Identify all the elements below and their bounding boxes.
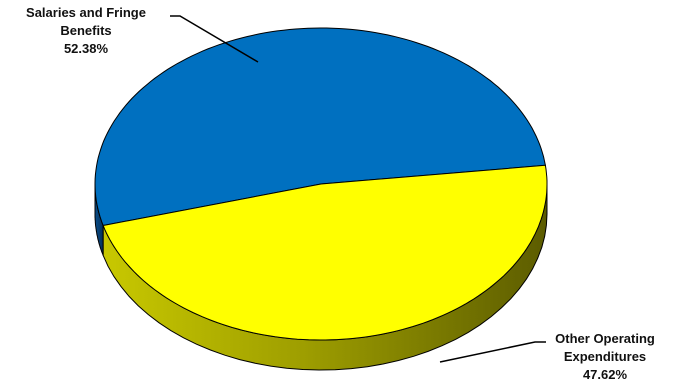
slice-label-salaries: Salaries and Fringe Benefits 52.38% xyxy=(0,4,172,58)
leader-line-salaries xyxy=(170,15,259,63)
slice-value-salaries: 52.38% xyxy=(63,41,109,56)
slice-value-other-operating: 47.62% xyxy=(582,367,628,382)
slice-label-other-operating: Other Operating Expenditures 47.62% xyxy=(520,330,690,384)
slice-label-other-operating-line1: Other Operating xyxy=(555,331,655,346)
pie-top-faces xyxy=(94,27,548,341)
leader-line-other-operating xyxy=(439,341,546,363)
leader-lines xyxy=(170,15,546,363)
pie-slice-salaries xyxy=(94,27,547,227)
slice-label-salaries-line2: Benefits xyxy=(60,23,112,38)
slice-label-other-operating-line2: Expenditures xyxy=(563,349,647,364)
pie-slice-other-operating xyxy=(102,164,548,341)
slice-label-salaries-line1: Salaries and Fringe xyxy=(26,5,146,20)
